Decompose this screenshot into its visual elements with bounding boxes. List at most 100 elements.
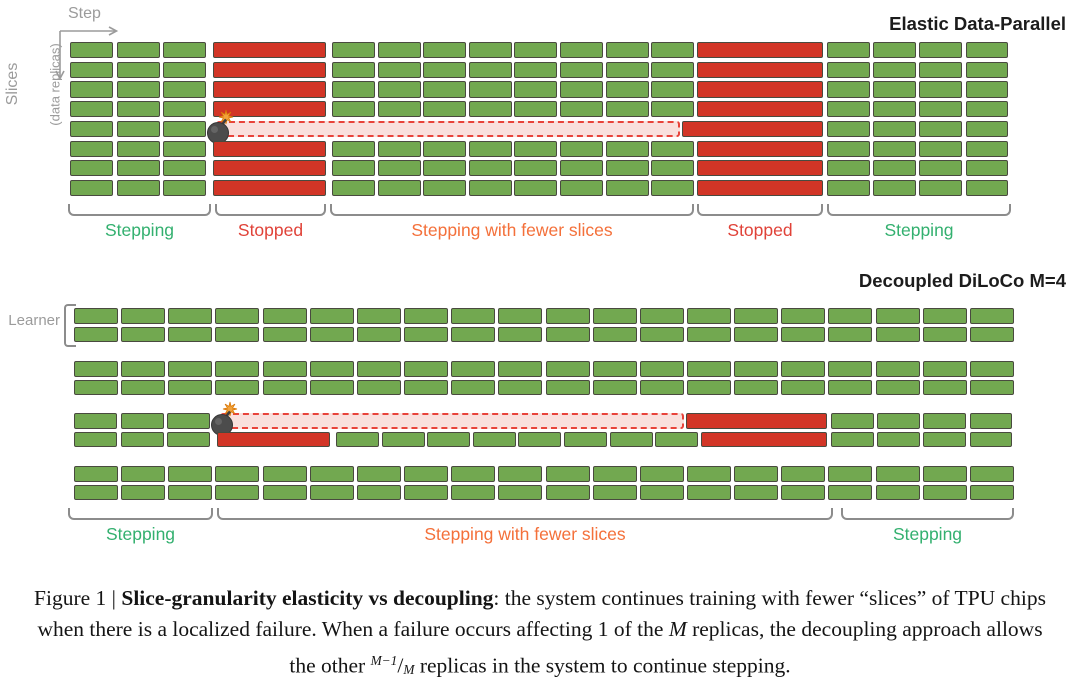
tpu-slice-block-stepping — [121, 361, 166, 377]
tpu-slice-block-stepping — [309, 466, 354, 482]
tpu-slice-block-stepping — [781, 361, 826, 377]
tpu-slice-block-stepping — [828, 308, 873, 324]
caption-segment: M−1 — [370, 653, 398, 668]
tpu-slice-block-stepping — [560, 81, 603, 98]
tpu-slice-block-stepping — [121, 484, 166, 501]
tpu-slice-block-stepping — [262, 361, 307, 377]
tpu-slice-block-stepping — [423, 101, 467, 118]
tpu-slice-block-stepping — [70, 81, 113, 98]
tpu-slice-block-stepping — [875, 484, 920, 501]
tpu-slice-block-stepping — [377, 101, 421, 118]
tpu-slice-block-stepping — [605, 160, 649, 177]
phase-bracket — [697, 204, 823, 216]
tpu-slice-block-stepping — [121, 466, 166, 482]
tpu-slice-block-stepping — [873, 120, 916, 137]
tpu-slice-block-stepping — [468, 81, 512, 98]
tpu-slice-block-stepping — [922, 379, 967, 396]
caption-segment: : the system continues training with few… — [37, 586, 1046, 641]
tpu-slice-block-stepping — [922, 466, 967, 482]
tpu-slice-block-stepping — [498, 379, 543, 396]
tpu-slice-block-stepping — [564, 431, 607, 448]
tpu-slice-block-stepping — [781, 379, 826, 396]
tpu-slice-block-stepping — [332, 81, 375, 98]
tpu-slice-block-stopped — [697, 140, 823, 157]
tpu-slice-block-stepping — [734, 308, 779, 324]
tpu-slice-block-stepping — [404, 361, 449, 377]
caption-segment: Slice-granularity elasticity vs decoupli… — [121, 586, 494, 610]
phase-bracket — [841, 508, 1014, 520]
tpu-slice-block-stepping — [651, 101, 695, 118]
caption-segment: Figure 1 | — [34, 586, 122, 610]
tpu-slice-block-stepping — [639, 361, 684, 377]
tpu-slice-block-stepping — [120, 431, 164, 448]
tpu-slice-block-stepping — [560, 140, 603, 157]
tpu-slice-block-stepping — [168, 361, 213, 377]
tpu-slice-block-stepping — [427, 431, 471, 448]
tpu-slice-block-stepping — [121, 308, 166, 324]
tpu-slice-block-stepping — [560, 42, 603, 59]
phase-bracket — [330, 204, 694, 216]
tpu-slice-block-stepping — [734, 326, 779, 343]
tpu-slice-block-stopped — [217, 431, 330, 448]
tpu-slice-block-stepping — [592, 308, 637, 324]
tpu-slice-block-stepping — [74, 326, 118, 343]
tpu-slice-block-stepping — [116, 61, 160, 78]
tpu-slice-block-stepping — [451, 466, 496, 482]
caption-segment: / — [397, 653, 404, 678]
tpu-slice-block-stepping — [451, 379, 496, 396]
tpu-slice-block-stepping — [309, 361, 354, 377]
tpu-slice-block-stepping — [875, 361, 920, 377]
tpu-slice-block-stepping — [965, 61, 1009, 78]
tpu-slice-block-stepping — [969, 431, 1013, 448]
tpu-slice-block-stepping — [592, 466, 637, 482]
caption-segment: replicas, the decoupling approach allows… — [289, 617, 1043, 678]
tpu-slice-block-stepping — [356, 379, 401, 396]
tpu-slice-block-stepping — [873, 81, 916, 98]
tpu-slice-block-stepping — [875, 326, 920, 343]
tpu-slice-block-stepping — [356, 484, 401, 501]
tpu-slice-block-stepping — [560, 160, 603, 177]
tpu-slice-block-stepping — [828, 379, 873, 396]
tpu-slice-block-stepping — [686, 326, 731, 343]
tpu-slice-block-stepping — [873, 61, 916, 78]
tpu-slice-block-stepping — [965, 101, 1009, 118]
tpu-slice-block-stepping — [70, 179, 113, 197]
tpu-slice-block-stepping — [545, 326, 590, 343]
tpu-slice-block-stepping — [262, 326, 307, 343]
tpu-slice-block-stepping — [873, 140, 916, 157]
tpu-slice-block-stepping — [332, 179, 375, 197]
tpu-slice-block-stepping — [356, 466, 401, 482]
tpu-slice-block-stepping — [336, 431, 379, 448]
tpu-slice-block-stepping — [877, 413, 920, 429]
tpu-slice-block-stopped — [697, 81, 823, 98]
tpu-slice-block-stepping — [498, 466, 543, 482]
tpu-slice-block-stepping — [923, 431, 966, 448]
phase-label: Stepping — [104, 220, 175, 240]
tpu-slice-block-stepping — [828, 466, 873, 482]
tpu-slice-block-stepping — [605, 81, 649, 98]
tpu-slice-block-stepping — [639, 308, 684, 324]
failed-slice-band — [220, 413, 684, 429]
bomb-icon — [211, 401, 238, 436]
tpu-slice-block-stepping — [423, 81, 467, 98]
tpu-slice-block-stepping — [163, 120, 206, 137]
tpu-slice-block-stepping — [873, 42, 916, 59]
tpu-slice-block-stepping — [923, 413, 966, 429]
tpu-slice-block-stepping — [922, 484, 967, 501]
tpu-slice-block-stepping — [965, 140, 1009, 157]
tpu-slice-block-stopped — [697, 179, 823, 197]
tpu-slice-block-stepping — [919, 120, 962, 137]
tpu-slice-block-stepping — [168, 308, 213, 324]
tpu-slice-block-stepping — [828, 361, 873, 377]
tpu-slice-block-stepping — [873, 160, 916, 177]
tpu-slice-block-stepping — [592, 361, 637, 377]
tpu-slice-block-stepping — [545, 484, 590, 501]
tpu-slice-block-stepping — [423, 140, 467, 157]
tpu-slice-block-stepping — [639, 466, 684, 482]
tpu-slice-block-stepping — [919, 140, 962, 157]
tpu-slice-block-stepping — [545, 308, 590, 324]
tpu-slice-block-stepping — [922, 326, 967, 343]
failed-slice-band — [216, 120, 680, 137]
tpu-slice-block-stepping — [514, 101, 558, 118]
